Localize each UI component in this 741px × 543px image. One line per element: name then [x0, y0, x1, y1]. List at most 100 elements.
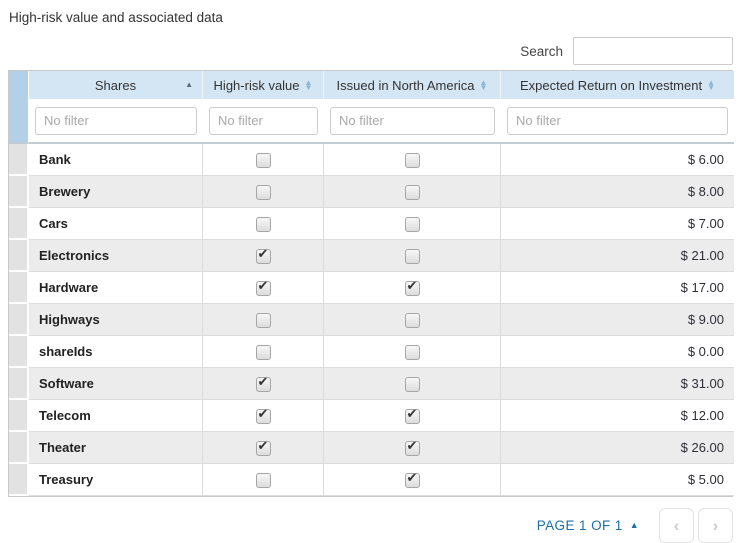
expected-return-cell: $ 8.00 [501, 176, 734, 208]
table-row: Treasury $ 5.00 [9, 464, 734, 496]
share-name-cell: Electronics [29, 240, 203, 272]
issued-na-checkbox[interactable] [404, 470, 420, 488]
shares-table: Shares ▲ High-risk value ▲ ▼ Issued in No… [9, 71, 734, 496]
issued-na-checkbox[interactable] [404, 278, 420, 296]
issued-na-cell [324, 208, 501, 240]
header-gutter [9, 71, 29, 99]
row-gutter [9, 432, 29, 464]
high-risk-cell [203, 176, 324, 208]
issued-na-cell [324, 432, 501, 464]
expected-return-cell: $ 26.00 [501, 432, 734, 464]
issued-na-cell [324, 240, 501, 272]
row-gutter [9, 208, 29, 240]
row-gutter [9, 368, 29, 400]
page-title: High-risk value and associated data [9, 10, 223, 25]
row-gutter [9, 464, 29, 496]
sort-up-arrow: ▲ [707, 78, 716, 87]
column-header-shares[interactable]: Shares ▲ [29, 71, 203, 99]
sort-both-icon: ▲ ▼ [707, 78, 716, 92]
column-label-high-risk: High-risk value [213, 77, 300, 93]
share-name-cell: Cars [29, 208, 203, 240]
high-risk-checkbox[interactable] [255, 312, 271, 328]
issued-na-checkbox[interactable] [404, 376, 420, 392]
issued-na-cell [324, 144, 501, 176]
high-risk-checkbox[interactable] [255, 152, 271, 168]
issued-na-checkbox[interactable] [404, 438, 420, 456]
high-risk-checkbox[interactable] [255, 278, 271, 296]
next-page-button[interactable]: › [698, 508, 733, 543]
share-name-cell: Bank [29, 144, 203, 176]
high-risk-cell [203, 144, 324, 176]
previous-page-button[interactable]: ‹ [659, 508, 694, 543]
expected-return-cell: $ 21.00 [501, 240, 734, 272]
high-risk-checkbox[interactable] [255, 438, 271, 456]
filter-input-shares[interactable] [35, 106, 197, 135]
issued-na-checkbox[interactable] [404, 312, 420, 328]
share-name-cell: Highways [29, 304, 203, 336]
high-risk-checkbox[interactable] [255, 472, 271, 488]
issued-na-cell [324, 368, 501, 400]
filter-input-expected-return[interactable] [507, 106, 728, 135]
column-header-issued-na[interactable]: Issued in North America ▲ ▼ [324, 71, 501, 99]
table-row: Highways $ 9.00 [9, 304, 734, 336]
sort-ascending-icon: ▲ [185, 80, 193, 90]
row-gutter [9, 240, 29, 272]
sort-both-icon: ▲ ▼ [479, 79, 488, 92]
expected-return-cell: $ 5.00 [501, 464, 734, 496]
column-header-high-risk[interactable]: High-risk value ▲ ▼ [203, 71, 324, 99]
issued-na-checkbox[interactable] [404, 344, 420, 360]
header-row: Shares ▲ High-risk value ▲ ▼ Issued in No… [9, 71, 734, 99]
issued-na-checkbox[interactable] [404, 248, 420, 264]
high-risk-cell [203, 208, 324, 240]
high-risk-cell [203, 464, 324, 496]
sort-down-arrow: ▼ [707, 83, 716, 92]
table-row: shareIds $ 0.00 [9, 336, 734, 368]
filter-input-high-risk[interactable] [209, 106, 318, 135]
high-risk-checkbox[interactable] [255, 216, 271, 232]
search-input[interactable] [573, 37, 733, 65]
row-gutter [9, 400, 29, 432]
expected-return-cell: $ 9.00 [501, 304, 734, 336]
share-name-cell: Telecom [29, 400, 203, 432]
column-label-issued-na: Issued in North America [336, 77, 475, 93]
page-indicator[interactable]: PAGE 1 OF 1 ▲ [537, 518, 639, 533]
issued-na-checkbox[interactable] [404, 216, 420, 232]
filter-input-issued-na[interactable] [330, 106, 495, 135]
table-row: Electronics $ 21.00 [9, 240, 734, 272]
high-risk-checkbox[interactable] [255, 406, 271, 424]
expected-return-cell: $ 6.00 [501, 144, 734, 176]
high-risk-cell [203, 240, 324, 272]
high-risk-cell [203, 272, 324, 304]
table-row: Theater $ 26.00 [9, 432, 734, 464]
data-table-frame: Shares ▲ High-risk value ▲ ▼ Issued in No… [8, 70, 734, 497]
issued-na-checkbox[interactable] [404, 152, 420, 168]
share-name-cell: Brewery [29, 176, 203, 208]
share-name-cell: Treasury [29, 464, 203, 496]
row-gutter [9, 336, 29, 368]
sort-down-arrow: ▼ [479, 83, 488, 92]
row-gutter [9, 176, 29, 208]
column-label-shares: Shares [94, 77, 137, 93]
high-risk-cell [203, 336, 324, 368]
column-label-expected-return: Expected Return on Investment [519, 77, 703, 93]
row-gutter [9, 272, 29, 304]
high-risk-checkbox[interactable] [255, 374, 271, 392]
high-risk-checkbox[interactable] [255, 246, 271, 264]
table-row: Software $ 31.00 [9, 368, 734, 400]
share-name-cell: Software [29, 368, 203, 400]
table-row: Hardware $ 17.00 [9, 272, 734, 304]
share-name-cell: Theater [29, 432, 203, 464]
high-risk-checkbox[interactable] [255, 344, 271, 360]
table-row: Cars $ 7.00 [9, 208, 734, 240]
issued-na-checkbox[interactable] [404, 184, 420, 200]
expected-return-cell: $ 17.00 [501, 272, 734, 304]
filter-row [9, 99, 734, 144]
expected-return-cell: $ 12.00 [501, 400, 734, 432]
column-header-expected-return[interactable]: Expected Return on Investment ▲ ▼ [501, 71, 734, 99]
issued-na-checkbox[interactable] [404, 406, 420, 424]
issued-na-cell [324, 272, 501, 304]
issued-na-cell [324, 400, 501, 432]
filter-gutter [9, 99, 29, 144]
high-risk-checkbox[interactable] [255, 184, 271, 200]
